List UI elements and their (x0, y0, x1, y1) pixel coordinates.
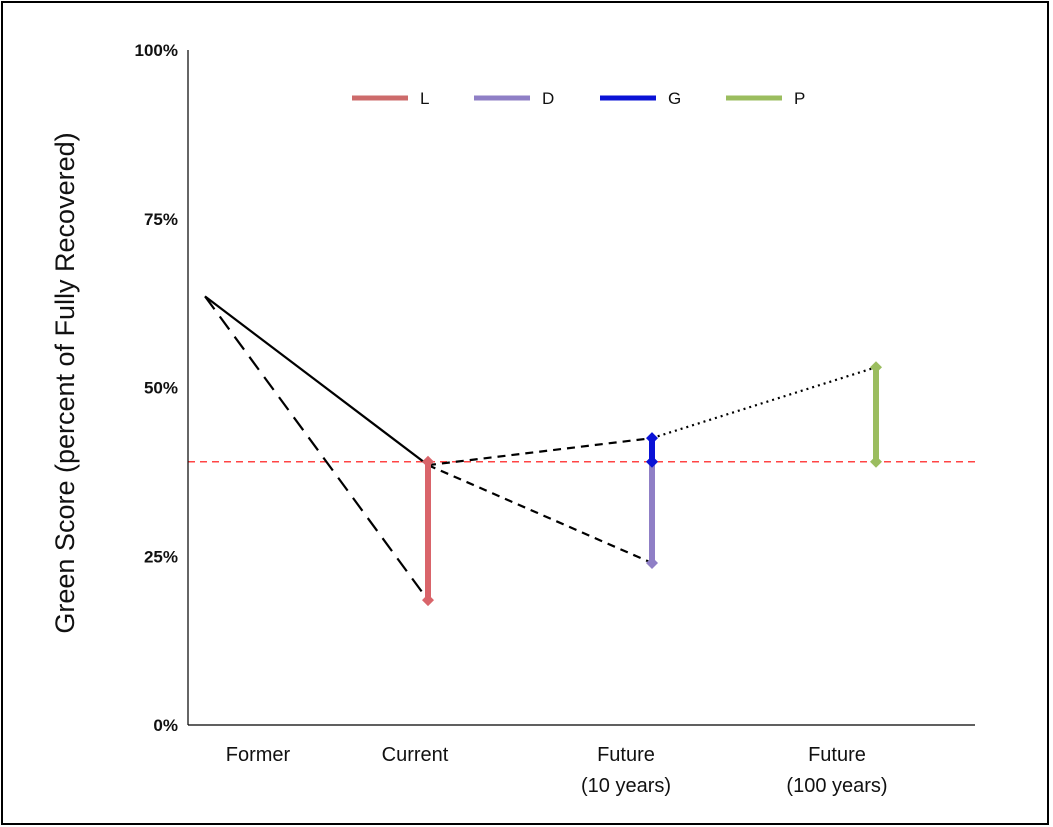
x-category-label: Future (100 years) (786, 744, 887, 797)
y-tick-label: 50% (144, 379, 178, 398)
x-category-label-line: (100 years) (786, 775, 887, 797)
trajectory-solid-line (204, 295, 429, 467)
bar-G-start-marker (646, 455, 658, 468)
trajectory-dotted-line (651, 366, 877, 440)
bar-P-end-marker (870, 361, 882, 374)
bar-D-end-marker (646, 557, 658, 569)
bar-G-end-marker (646, 432, 658, 445)
trajectory-dashed-line (427, 464, 653, 565)
x-category-label: Former (226, 744, 291, 766)
trajectory-longdash-line (204, 295, 429, 601)
trajectory-dashed-line (427, 437, 653, 467)
legend-label-P: P (794, 89, 805, 108)
bar-L-end-marker (422, 594, 434, 607)
bar-L-start-marker (422, 455, 434, 468)
legend-label-D: D (542, 89, 554, 108)
x-category-label: Future (10 years) (581, 744, 671, 797)
y-tick-label: 100% (135, 41, 178, 60)
y-tick-label: 75% (144, 210, 178, 229)
legend-label-G: G (668, 89, 681, 108)
y-tick-label: 25% (144, 547, 178, 566)
x-category-label-line: Former (226, 744, 291, 766)
x-category-label-line: Future (597, 744, 655, 766)
y-axis-label: Green Score (percent of Fully Recovered) (50, 132, 80, 633)
x-category-label-line: Current (382, 744, 449, 766)
x-category-label: Current (382, 744, 449, 766)
x-category-label-line: Future (808, 744, 866, 766)
bar-P-start-marker (870, 455, 882, 468)
legend-label-L: L (420, 89, 429, 108)
y-tick-label: 0% (153, 716, 178, 735)
x-category-label-line: (10 years) (581, 775, 671, 797)
